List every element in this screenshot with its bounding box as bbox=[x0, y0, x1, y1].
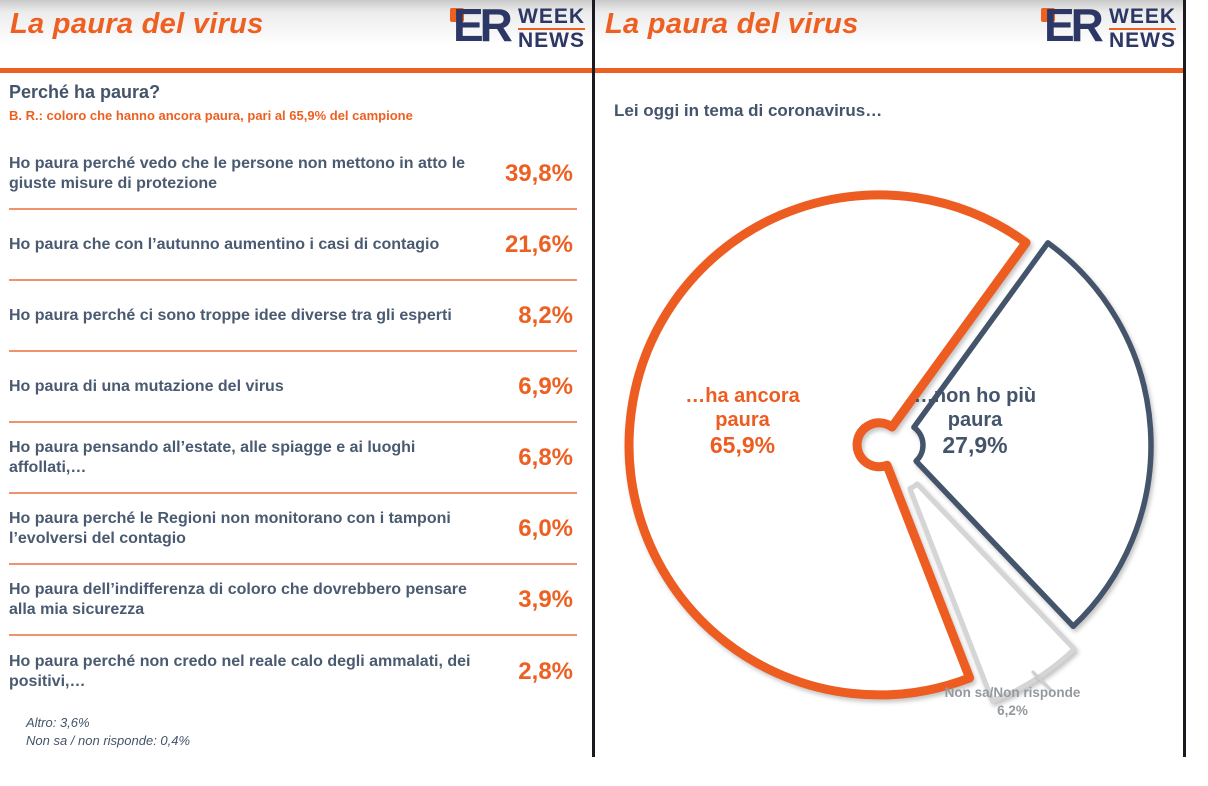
brand-logo: ER WEEK NEWS bbox=[1041, 2, 1176, 55]
reason-value: 39,8% bbox=[504, 159, 573, 187]
brand-logo: ER WEEK NEWS bbox=[450, 2, 585, 55]
pie-label-non-ho-piu-paura: …non ho più paura 27,9% bbox=[880, 384, 1070, 460]
pie-label-value: 27,9% bbox=[942, 432, 1008, 458]
page-title: La paura del virus bbox=[605, 8, 859, 40]
reason-value: 3,9% bbox=[518, 585, 573, 613]
pie-label-text: paura bbox=[715, 409, 770, 431]
brand-week: WEEK bbox=[1109, 5, 1176, 30]
reason-value: 6,8% bbox=[518, 443, 573, 471]
pie-label-text: …ha ancora bbox=[685, 385, 800, 407]
logo-er-letters: ER bbox=[453, 0, 513, 51]
brand-news: NEWS bbox=[518, 29, 585, 52]
er-monogram-icon: ER bbox=[1041, 2, 1107, 55]
reason-label: Ho paura perché ci sono troppe idee dive… bbox=[9, 306, 452, 324]
footnote-non-sa: Non sa / non risponde: 0,4% bbox=[26, 733, 191, 749]
pie-slice-non-ho-piu-paura bbox=[911, 240, 1154, 630]
reason-row: Ho paura perché non credo nel reale calo… bbox=[9, 636, 577, 707]
header-rule bbox=[0, 68, 592, 73]
logo-orange-square-icon bbox=[450, 8, 464, 22]
question-title: Perché ha paura? bbox=[9, 82, 161, 102]
pie-label-text: …non ho più bbox=[913, 385, 1037, 407]
reason-label: Ho paura che con l’autunno aumentino i c… bbox=[9, 235, 440, 253]
reason-row: Ho paura perché ci sono troppe idee dive… bbox=[9, 281, 577, 352]
logo-er-letters: ER bbox=[1044, 0, 1104, 51]
reason-row: Ho paura dell’indifferenza di coloro che… bbox=[9, 565, 577, 636]
reason-value: 21,6% bbox=[504, 230, 573, 258]
reason-label: Ho paura dell’indifferenza di coloro che… bbox=[9, 580, 467, 618]
reason-row: Ho paura perché le Regioni non monitoran… bbox=[9, 494, 577, 565]
brand-news: NEWS bbox=[1109, 29, 1176, 52]
slide-right-header: La paura del virus ER WEEK NEWS bbox=[595, 0, 1183, 66]
reason-row: Ho paura di una mutazione del virus 6,9% bbox=[9, 352, 577, 423]
reason-value: 6,0% bbox=[518, 514, 573, 542]
pie-leader-line bbox=[1030, 669, 1053, 692]
pie-chart bbox=[624, 190, 1154, 704]
brand-wordmark: WEEK NEWS bbox=[1109, 5, 1176, 52]
brand-wordmark: WEEK NEWS bbox=[518, 5, 585, 52]
base-note: B. R.: coloro che hanno ancora paura, pa… bbox=[9, 108, 413, 123]
pie-label-ha-ancora-paura: …ha ancora paura 65,9% bbox=[645, 384, 840, 460]
pie-label-non-sa: Non sa/Non risponde 6,2% bbox=[910, 684, 1115, 720]
reason-label: Ho paura pensando all’estate, alle spiag… bbox=[9, 438, 416, 476]
page-title: La paura del virus bbox=[10, 8, 264, 40]
fear-reasons-list: Ho paura perché vedo che le persone non … bbox=[9, 139, 577, 707]
reason-label: Ho paura perché le Regioni non monitoran… bbox=[9, 509, 451, 547]
brand-week: WEEK bbox=[518, 5, 585, 30]
pie-label-text: Non sa/Non risponde bbox=[944, 685, 1081, 700]
pie-label-text: paura bbox=[947, 409, 1003, 431]
coronavirus-question: Lei oggi in tema di coronavirus… bbox=[614, 101, 883, 120]
reason-label: Ho paura perché non credo nel reale calo… bbox=[9, 652, 471, 690]
pie-label-value: 65,9% bbox=[709, 432, 776, 458]
footnotes: Altro: 3,6% Non sa / non risponde: 0,4% bbox=[26, 714, 190, 750]
pie-label-value: 6,2% bbox=[997, 703, 1028, 719]
footnote-altro: Altro: 3,6% bbox=[26, 715, 90, 730]
reason-row: Ho paura perché vedo che le persone non … bbox=[9, 139, 577, 210]
reason-row: Ho paura pensando all’estate, alle spiag… bbox=[9, 423, 577, 494]
er-monogram-icon: ER bbox=[450, 2, 516, 55]
slide-right-edge-line bbox=[1183, 0, 1186, 757]
reason-label: Ho paura di una mutazione del virus bbox=[9, 377, 284, 395]
pie-slice-non-sa bbox=[907, 481, 1077, 704]
reason-value: 8,2% bbox=[518, 301, 573, 329]
slide-left-header: La paura del virus ER WEEK NEWS bbox=[0, 0, 592, 66]
slide-divider-line bbox=[592, 0, 595, 757]
reason-label: Ho paura perché vedo che le persone non … bbox=[9, 154, 466, 192]
reason-value: 2,8% bbox=[518, 657, 573, 685]
header-rule bbox=[595, 68, 1183, 73]
reason-value: 6,9% bbox=[518, 372, 573, 400]
slide-left: La paura del virus ER WEEK NEWS Perché h… bbox=[0, 0, 592, 757]
slide-right: La paura del virus ER WEEK NEWS Lei oggi… bbox=[595, 0, 1183, 757]
pie-slice-ha-ancora-paura bbox=[624, 190, 1031, 700]
reason-row: Ho paura che con l’autunno aumentino i c… bbox=[9, 210, 577, 281]
logo-orange-square-icon bbox=[1041, 8, 1055, 22]
